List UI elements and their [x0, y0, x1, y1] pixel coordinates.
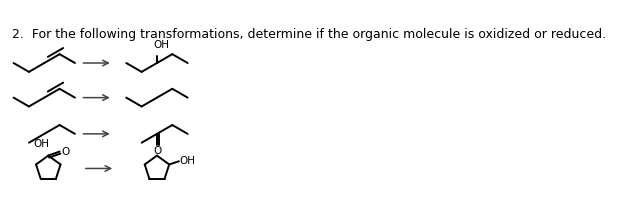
- Text: OH: OH: [153, 40, 170, 50]
- Text: 2.  For the following transformations, determine if the organic molecule is oxid: 2. For the following transformations, de…: [12, 28, 606, 41]
- Text: O: O: [153, 146, 162, 156]
- Text: OH: OH: [34, 138, 50, 148]
- Text: OH: OH: [179, 156, 195, 166]
- Text: O: O: [61, 146, 69, 157]
